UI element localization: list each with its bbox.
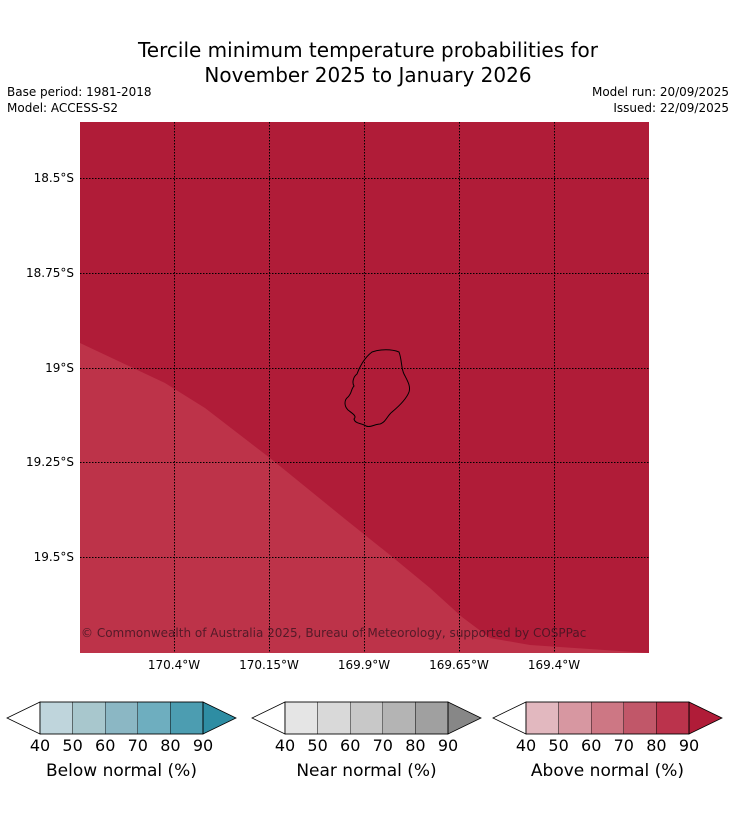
colorbar-segment [525, 701, 559, 735]
colorbar-3 [492, 701, 723, 735]
colorbar-over-extension [688, 701, 723, 735]
colorbar-tick-label: 60 [340, 736, 361, 755]
colorbar-segment [284, 701, 318, 735]
lat-label-19: 19°S [45, 361, 74, 375]
chart-title: Tercile minimum temperature probabilitie… [0, 38, 736, 88]
colorbar-tick-label: 80 [646, 736, 667, 755]
graticule [80, 122, 649, 653]
colorbar-tick-label: 40 [29, 736, 51, 755]
lon-label-169-4: 169.4°W [527, 658, 581, 672]
colorbar-tick-label: 70 [127, 736, 148, 755]
meta-left: Base period: 1981-2018 Model: ACCESS-S2 [7, 84, 152, 116]
colorbar-caption: Below normal (%) [46, 761, 197, 781]
colorbar-under-extension [6, 701, 41, 735]
base-period: Base period: 1981-2018 [7, 85, 152, 99]
colorbar-tick-label: 90 [678, 736, 700, 755]
lat-label-18-5: 18.5°S [33, 171, 74, 185]
colorbar-tick-label: 80 [160, 736, 181, 755]
lat-label-19-25: 19.25°S [26, 455, 74, 469]
title-line-2: November 2025 to January 2026 [204, 63, 532, 87]
colorbar-tick-label: 70 [372, 736, 393, 755]
lon-label-169-65: 169.65°W [429, 658, 489, 672]
colorbar-segment [104, 701, 138, 735]
map-area [80, 122, 649, 653]
colorbar-tick-label: 90 [192, 736, 214, 755]
colorbar-outline [39, 701, 204, 735]
niue-island-outline [344, 349, 410, 428]
colorbar-segment [170, 701, 204, 735]
colorbar-segment [72, 701, 106, 735]
colorbar-2 [251, 701, 482, 735]
model-name: Model: ACCESS-S2 [7, 101, 119, 115]
colorbar-tick-label: 50 [307, 736, 328, 755]
colorbar-caption: Near normal (%) [296, 761, 437, 781]
issued-date: Issued: 22/09/2025 [613, 101, 729, 115]
colorbar-tick-label: 50 [62, 736, 83, 755]
colorbar-tick-label: 50 [548, 736, 569, 755]
colorbar-tick-label: 90 [437, 736, 459, 755]
colorbar-segment [415, 701, 449, 735]
model-run: Model run: 20/09/2025 [591, 85, 729, 99]
colorbar-1 [6, 701, 237, 735]
lon-label-169-9: 169.9°W [337, 658, 391, 672]
meta-right: Model run: 20/09/2025 Issued: 22/09/2025 [592, 84, 729, 116]
title-line-1: Tercile minimum temperature probabilitie… [137, 38, 599, 62]
lon-label-170-4: 170.4°W [147, 658, 201, 672]
colorbar-segment [382, 701, 416, 735]
colorbar-over-extension [202, 701, 237, 735]
colorbar-segment [39, 701, 73, 735]
colorbar-tick-label: 40 [274, 736, 296, 755]
colorbar-outline [284, 701, 449, 735]
colorbar-tick-label: 60 [581, 736, 602, 755]
colorbar-tick-label: 60 [95, 736, 116, 755]
colorbar-under-extension [251, 701, 286, 735]
copyright-text: © Commonwealth of Australia 2025, Bureau… [81, 626, 586, 640]
colorbar-outline [525, 701, 690, 735]
colorbar-caption: Above normal (%) [530, 761, 685, 781]
lat-label-18-75: 18.75°S [26, 266, 74, 280]
colorbar-under-extension [492, 701, 527, 735]
colorbar-segment [656, 701, 690, 735]
lon-label-170-15: 170.15°W [239, 658, 299, 672]
colorbar-over-extension [447, 701, 482, 735]
above-normal-70-80-region [80, 343, 649, 653]
colorbar-segment [137, 701, 171, 735]
colorbar-segment [558, 701, 592, 735]
colorbar-tick-label: 40 [515, 736, 537, 755]
colorbar-tick-label: 80 [405, 736, 426, 755]
lat-label-19-5: 19.5°S [33, 550, 74, 564]
colorbar-segment [350, 701, 384, 735]
colorbar-tick-label: 70 [613, 736, 634, 755]
colorbar-segment [317, 701, 351, 735]
colorbar-segment [623, 701, 657, 735]
colorbar-segment [591, 701, 625, 735]
